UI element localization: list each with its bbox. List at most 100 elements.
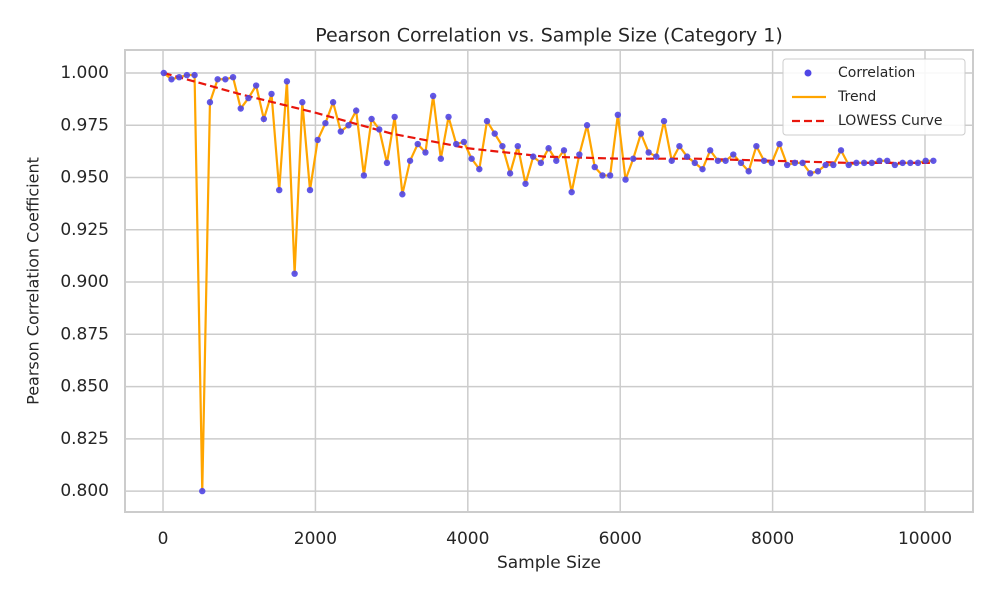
scatter-point	[175, 73, 183, 81]
x-tick-label: 10000	[898, 529, 952, 549]
scatter-point	[737, 159, 745, 167]
scatter-point	[168, 76, 175, 83]
scatter-point	[914, 159, 922, 167]
scatter-point	[160, 69, 167, 77]
scatter-point	[337, 128, 344, 135]
scatter-point	[391, 113, 398, 121]
scatter-point	[922, 157, 929, 164]
legend-marker	[804, 69, 812, 77]
scatter-point	[683, 153, 691, 160]
scatter-point	[537, 159, 545, 167]
scatter-point	[414, 140, 421, 148]
scatter-point	[668, 157, 675, 164]
y-tick-label: 0.825	[60, 429, 109, 449]
scatter-point	[560, 147, 568, 154]
scatter-point	[845, 161, 852, 169]
scatter-point	[291, 270, 298, 277]
scatter-point	[514, 142, 521, 150]
scatter-point	[645, 149, 652, 156]
scatter-point	[460, 138, 468, 146]
x-tick-label: 4000	[446, 529, 489, 549]
scatter-point	[714, 157, 722, 164]
scatter-point	[676, 142, 683, 150]
scatter-point	[483, 117, 491, 125]
scatter-point	[630, 155, 637, 162]
y-tick-label: 0.900	[60, 272, 109, 292]
scatter-point	[252, 82, 260, 89]
scatter-point	[568, 188, 575, 196]
scatter-point	[830, 161, 837, 169]
scatter-point	[422, 149, 429, 156]
scatter-point	[199, 487, 206, 495]
scatter-point	[222, 76, 229, 83]
scatter-point	[622, 176, 629, 183]
scatter-point	[229, 73, 237, 81]
y-axis-label: Pearson Correlation Coefficient	[24, 157, 43, 405]
scatter-point	[468, 155, 475, 162]
y-tick-label: 0.800	[60, 481, 109, 501]
y-tick-label: 0.875	[60, 324, 109, 344]
scatter-point	[352, 107, 360, 114]
scatter-point	[637, 130, 645, 137]
scatter-point	[183, 71, 191, 79]
scatter-point	[522, 180, 529, 187]
legend: Correlation Trend LOWESS Curve	[782, 58, 966, 136]
scatter-point	[606, 172, 614, 179]
scatter-point	[553, 157, 560, 164]
scatter-point	[406, 157, 414, 164]
scatter-point	[245, 94, 252, 102]
scatter-point	[807, 170, 814, 177]
scatter-point	[445, 113, 452, 121]
scatter-point	[745, 168, 752, 175]
scatter-point	[660, 117, 668, 125]
scatter-point	[876, 157, 883, 164]
scatter-point	[691, 159, 699, 167]
scatter-point	[699, 165, 706, 173]
scatter-point	[822, 161, 829, 169]
scatter-point	[853, 159, 860, 167]
scatter-point	[329, 99, 337, 106]
scatter-point	[653, 153, 660, 160]
scatter-point	[306, 186, 314, 194]
scatter-point	[730, 151, 737, 158]
scatter-point	[499, 142, 506, 150]
legend-box	[782, 58, 966, 136]
scatter-point	[899, 159, 906, 167]
scatter-point	[268, 90, 275, 98]
x-tick-label: 2000	[294, 529, 337, 549]
scatter-point	[776, 140, 783, 148]
scatter-point	[599, 172, 606, 179]
scatter-point	[360, 172, 368, 179]
scatter-point	[206, 99, 214, 106]
scatter-point	[591, 163, 598, 171]
legend-label: Trend	[837, 89, 876, 105]
scatter-point	[760, 157, 768, 164]
scatter-point	[891, 161, 899, 169]
x-tick-label: 8000	[751, 529, 794, 549]
x-tick-label: 0	[158, 529, 169, 549]
scatter-point	[237, 105, 244, 112]
scatter-point	[799, 159, 806, 167]
y-tick-label: 0.850	[60, 377, 109, 397]
scatter-point	[345, 122, 352, 129]
scatter-point	[722, 157, 729, 164]
x-axis-label: Sample Size	[497, 553, 601, 573]
scatter-point	[545, 145, 552, 152]
y-tick-label: 1.000	[60, 63, 109, 83]
scatter-point	[614, 111, 622, 119]
scatter-point	[583, 122, 591, 129]
scatter-point	[814, 168, 822, 175]
scatter-point	[768, 159, 775, 167]
scatter-point	[283, 78, 291, 85]
scatter-point	[368, 115, 375, 123]
scatter-point	[791, 159, 799, 167]
scatter-point	[376, 126, 383, 133]
scatter-point	[299, 99, 306, 106]
scatter-point	[476, 165, 483, 173]
scatter-point	[576, 151, 583, 158]
scatter-point	[907, 159, 914, 167]
x-tick-label: 6000	[599, 529, 642, 549]
y-tick-label: 0.975	[60, 115, 109, 135]
scatter-point	[930, 157, 937, 164]
